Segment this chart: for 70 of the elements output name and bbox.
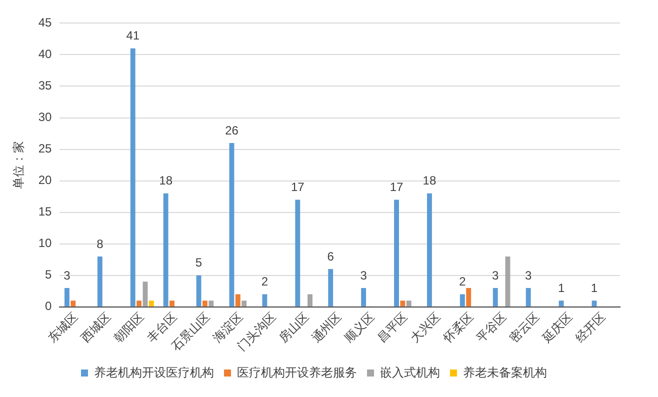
bar xyxy=(262,294,268,306)
data-label: 3 xyxy=(64,268,71,282)
legend-label: 养老未备案机构 xyxy=(463,365,547,380)
data-label: 17 xyxy=(390,180,404,194)
data-label: 3 xyxy=(492,268,500,282)
bar xyxy=(242,300,247,306)
bar xyxy=(170,300,174,306)
y-tick-label: 25 xyxy=(38,142,52,156)
x-tick-label: 房山区 xyxy=(276,310,312,345)
data-label: 17 xyxy=(290,180,305,194)
bar xyxy=(295,200,300,306)
y-tick-label: 15 xyxy=(38,204,52,219)
legend-label: 养老机构开设医疗机构 xyxy=(94,365,214,380)
legend-label: 嵌入式机构 xyxy=(380,365,440,380)
bar xyxy=(208,300,214,306)
x-tick-label: 通州区 xyxy=(308,310,344,345)
legend-label: 医疗机构开设养老服务 xyxy=(237,365,357,380)
data-label: 1 xyxy=(558,280,565,295)
bar xyxy=(466,288,472,306)
bar xyxy=(592,300,597,306)
bar xyxy=(70,300,76,306)
data-label: 41 xyxy=(126,28,140,43)
y-tick-label: 30 xyxy=(38,110,52,124)
y-tick-label: 45 xyxy=(38,16,52,30)
bar xyxy=(97,256,102,306)
bar xyxy=(196,275,202,306)
data-label: 3 xyxy=(524,268,532,282)
bar xyxy=(406,300,412,306)
data-label: 8 xyxy=(96,236,104,251)
bar xyxy=(526,288,531,306)
bar xyxy=(361,288,366,306)
y-tick-label: 5 xyxy=(45,268,52,282)
bar xyxy=(505,256,510,306)
bar xyxy=(142,282,148,306)
bar xyxy=(64,288,70,306)
y-axis-title: 单位：家 xyxy=(12,141,26,190)
data-label: 6 xyxy=(327,249,334,264)
bar xyxy=(492,288,498,306)
bar xyxy=(202,300,208,306)
data-label: 2 xyxy=(261,274,268,289)
bar xyxy=(558,300,564,306)
data-label: 3 xyxy=(360,268,368,282)
data-label: 5 xyxy=(195,256,202,270)
x-tick-label: 昌平区 xyxy=(374,310,410,345)
bar xyxy=(229,142,234,306)
y-tick-label: 35 xyxy=(38,78,52,93)
x-tick-label: 西城区 xyxy=(78,310,114,345)
bar xyxy=(460,294,465,306)
bar xyxy=(130,48,136,306)
data-label: 1 xyxy=(590,280,598,295)
data-label: 26 xyxy=(225,123,239,138)
bar xyxy=(328,269,334,306)
bar xyxy=(136,300,142,306)
bar xyxy=(235,294,240,306)
y-tick-label: 40 xyxy=(38,47,52,62)
bar xyxy=(400,300,406,306)
data-label: 18 xyxy=(159,174,173,188)
data-label: 2 xyxy=(459,274,466,289)
y-tick-label: 20 xyxy=(38,173,52,188)
data-label: 18 xyxy=(422,174,436,188)
bar xyxy=(148,300,154,306)
x-tick-label: 经开区 xyxy=(572,310,608,345)
y-tick-label: 10 xyxy=(38,236,52,250)
bar xyxy=(308,294,312,306)
x-tick-label: 朝阳区 xyxy=(111,310,147,345)
bar xyxy=(163,193,168,306)
bar xyxy=(427,193,432,306)
bar xyxy=(394,200,399,306)
x-tick-label: 平谷区 xyxy=(474,310,510,345)
x-tick-label: 顺义区 xyxy=(342,310,378,345)
